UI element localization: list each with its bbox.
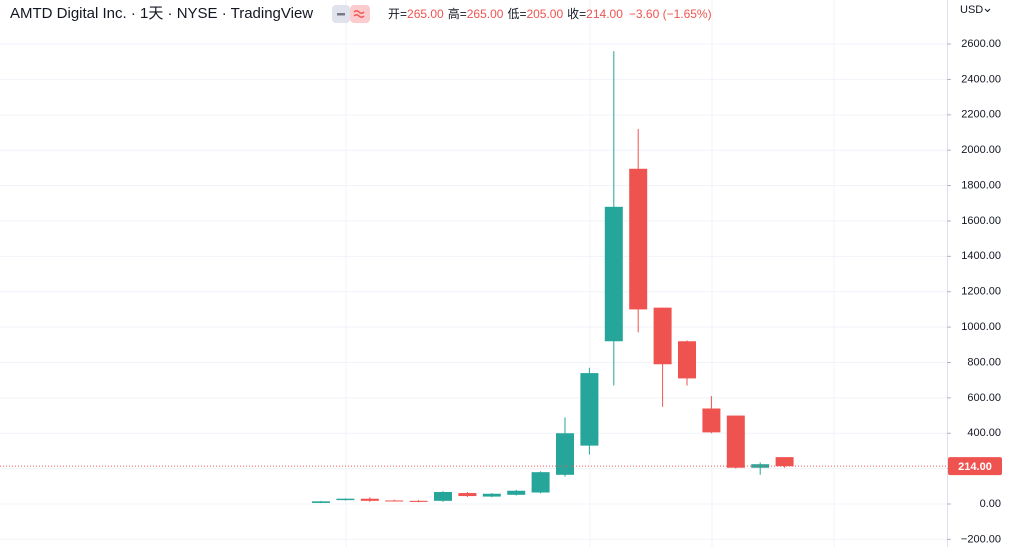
legend-key: 低= [507,7,526,21]
y-tick-label: 0.00 [980,498,1001,510]
y-tick-label: 1400.00 [961,250,1001,262]
candle-body [751,464,770,468]
candle-body [726,415,745,468]
icon [353,10,365,18]
candle-body [385,500,404,502]
y-tick-label: 2000.00 [961,144,1001,156]
legend-value: 265.00 [407,7,444,21]
y-tick-label: 1000.00 [961,321,1001,333]
legend-key: 开= [388,7,407,21]
icon [337,13,345,16]
candle-body [604,206,623,342]
candle-body [482,493,501,497]
last-price-label: 214.00 [958,461,992,473]
y-tick-label: 600.00 [967,392,1001,404]
legend-change: −3.60 (−1.65%) [629,7,712,21]
candle-body [507,490,526,495]
legend-key: 高= [448,6,467,21]
y-tick-label: 400.00 [967,427,1001,439]
last-price-badge [948,457,1002,476]
legend-value: 214.00 [586,7,623,21]
currency-label[interactable]: USD [960,4,983,16]
y-tick-label: 2400.00 [961,73,1001,85]
candle-body [775,457,794,467]
currency-caret [984,8,991,13]
icon-button[interactable] [350,5,370,23]
price-axis: −200.000.00200.00400.00600.00800.001000.… [947,38,1002,545]
candle-body [653,307,672,365]
candle-body [629,168,648,310]
y-tick-label: 2600.00 [961,38,1001,50]
y-tick-label: 1600.00 [961,215,1001,227]
candle-body [556,433,574,475]
y-tick-label: −200.00 [961,533,1001,545]
y-tick-label: 1200.00 [961,286,1001,298]
chart-title: AMTD Digital Inc. · 1天 · NYSE · TradingV… [10,5,313,22]
legend-value: 205.00 [526,7,563,21]
candle-body [580,373,599,446]
legend-value: 265.00 [467,7,504,21]
candle-body [678,341,696,379]
candle-body [434,491,452,501]
candle-body [336,498,355,501]
candle-body [360,498,379,501]
candle-body [312,501,330,503]
candle-body [409,500,428,502]
ohlc-legend: 开= 265.00 高= 265.00 低= 205.00 收= 214.00 −3.60 (−… [388,6,712,21]
y-tick-label: 2200.00 [961,109,1001,121]
candle-body [458,493,477,497]
grid [0,0,947,547]
legend-key: 收= [567,7,586,21]
candle-body [531,472,550,493]
candles [0,51,947,504]
y-tick-label: 1800.00 [961,179,1001,191]
candle-body [702,408,721,433]
y-tick-label: 800.00 [967,356,1001,368]
